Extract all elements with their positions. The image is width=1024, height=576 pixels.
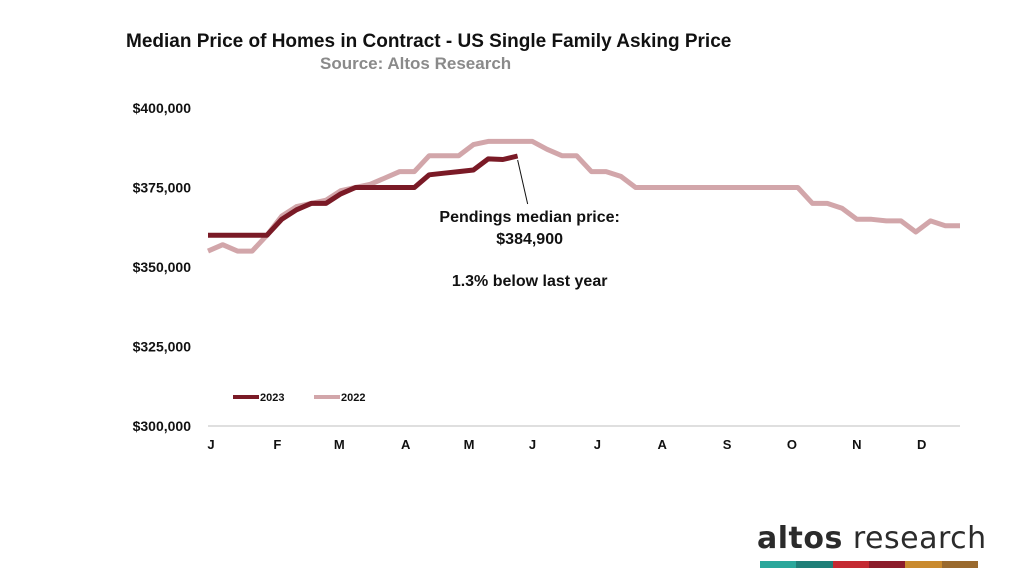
- annotation-line-1: Pendings median price:: [439, 209, 619, 226]
- legend-item-2023: 2023: [233, 392, 284, 404]
- series-line-2022: [207, 138, 960, 254]
- x-tick-label: N: [852, 437, 861, 452]
- x-tick-label: F: [273, 437, 281, 452]
- y-tick-label: $300,000: [133, 418, 192, 434]
- y-tick-label: $400,000: [133, 100, 192, 116]
- x-tick-label: O: [787, 437, 797, 452]
- y-axis: $300,000 $325,000 $350,000 $375,000 $400,000: [133, 100, 192, 434]
- legend: 2023 2022: [233, 392, 365, 404]
- legend-label-2023: 2023: [260, 392, 284, 404]
- x-tick-label: D: [917, 437, 926, 452]
- chart-title: Median Price of Homes in Contract - US S…: [126, 31, 731, 52]
- x-tick-label: M: [334, 437, 345, 452]
- x-tick-label: J: [529, 437, 536, 452]
- brand-stripe-segment: [796, 561, 833, 568]
- y-tick-label: $375,000: [133, 180, 192, 196]
- annotation-line-2: $384,900: [496, 231, 563, 248]
- chart-subtitle: Source: Altos Research: [320, 54, 511, 73]
- y-tick-label: $350,000: [133, 259, 192, 275]
- annotation: Pendings median price: $384,900 1.3% bel…: [439, 159, 620, 290]
- brand-logo: altos research: [757, 522, 987, 556]
- x-tick-label: J: [594, 437, 601, 452]
- brand-stripe-segment: [941, 561, 978, 568]
- legend-item-2022: 2022: [314, 392, 365, 404]
- brand-color-stripe: [760, 561, 978, 568]
- annotation-line-3: 1.3% below last year: [452, 273, 608, 290]
- annotation-leader-line: [517, 159, 529, 205]
- x-tick-label: M: [464, 437, 475, 452]
- series-layer: [207, 138, 960, 254]
- legend-label-2022: 2022: [341, 392, 365, 404]
- x-tick-label: S: [723, 437, 732, 452]
- y-tick-label: $325,000: [133, 339, 192, 355]
- brand-stripe-segment: [905, 561, 942, 568]
- brand-name-part1: altos: [757, 521, 843, 556]
- series-line-2023: [208, 153, 519, 238]
- x-tick-label: A: [658, 437, 668, 452]
- brand-name-part2: research: [842, 521, 987, 556]
- x-tick-label: A: [401, 437, 411, 452]
- x-tick-label: J: [207, 437, 214, 452]
- brand-stripe-segment: [868, 561, 906, 568]
- brand-stripe-segment: [760, 561, 797, 568]
- brand-stripe-segment: [832, 561, 869, 568]
